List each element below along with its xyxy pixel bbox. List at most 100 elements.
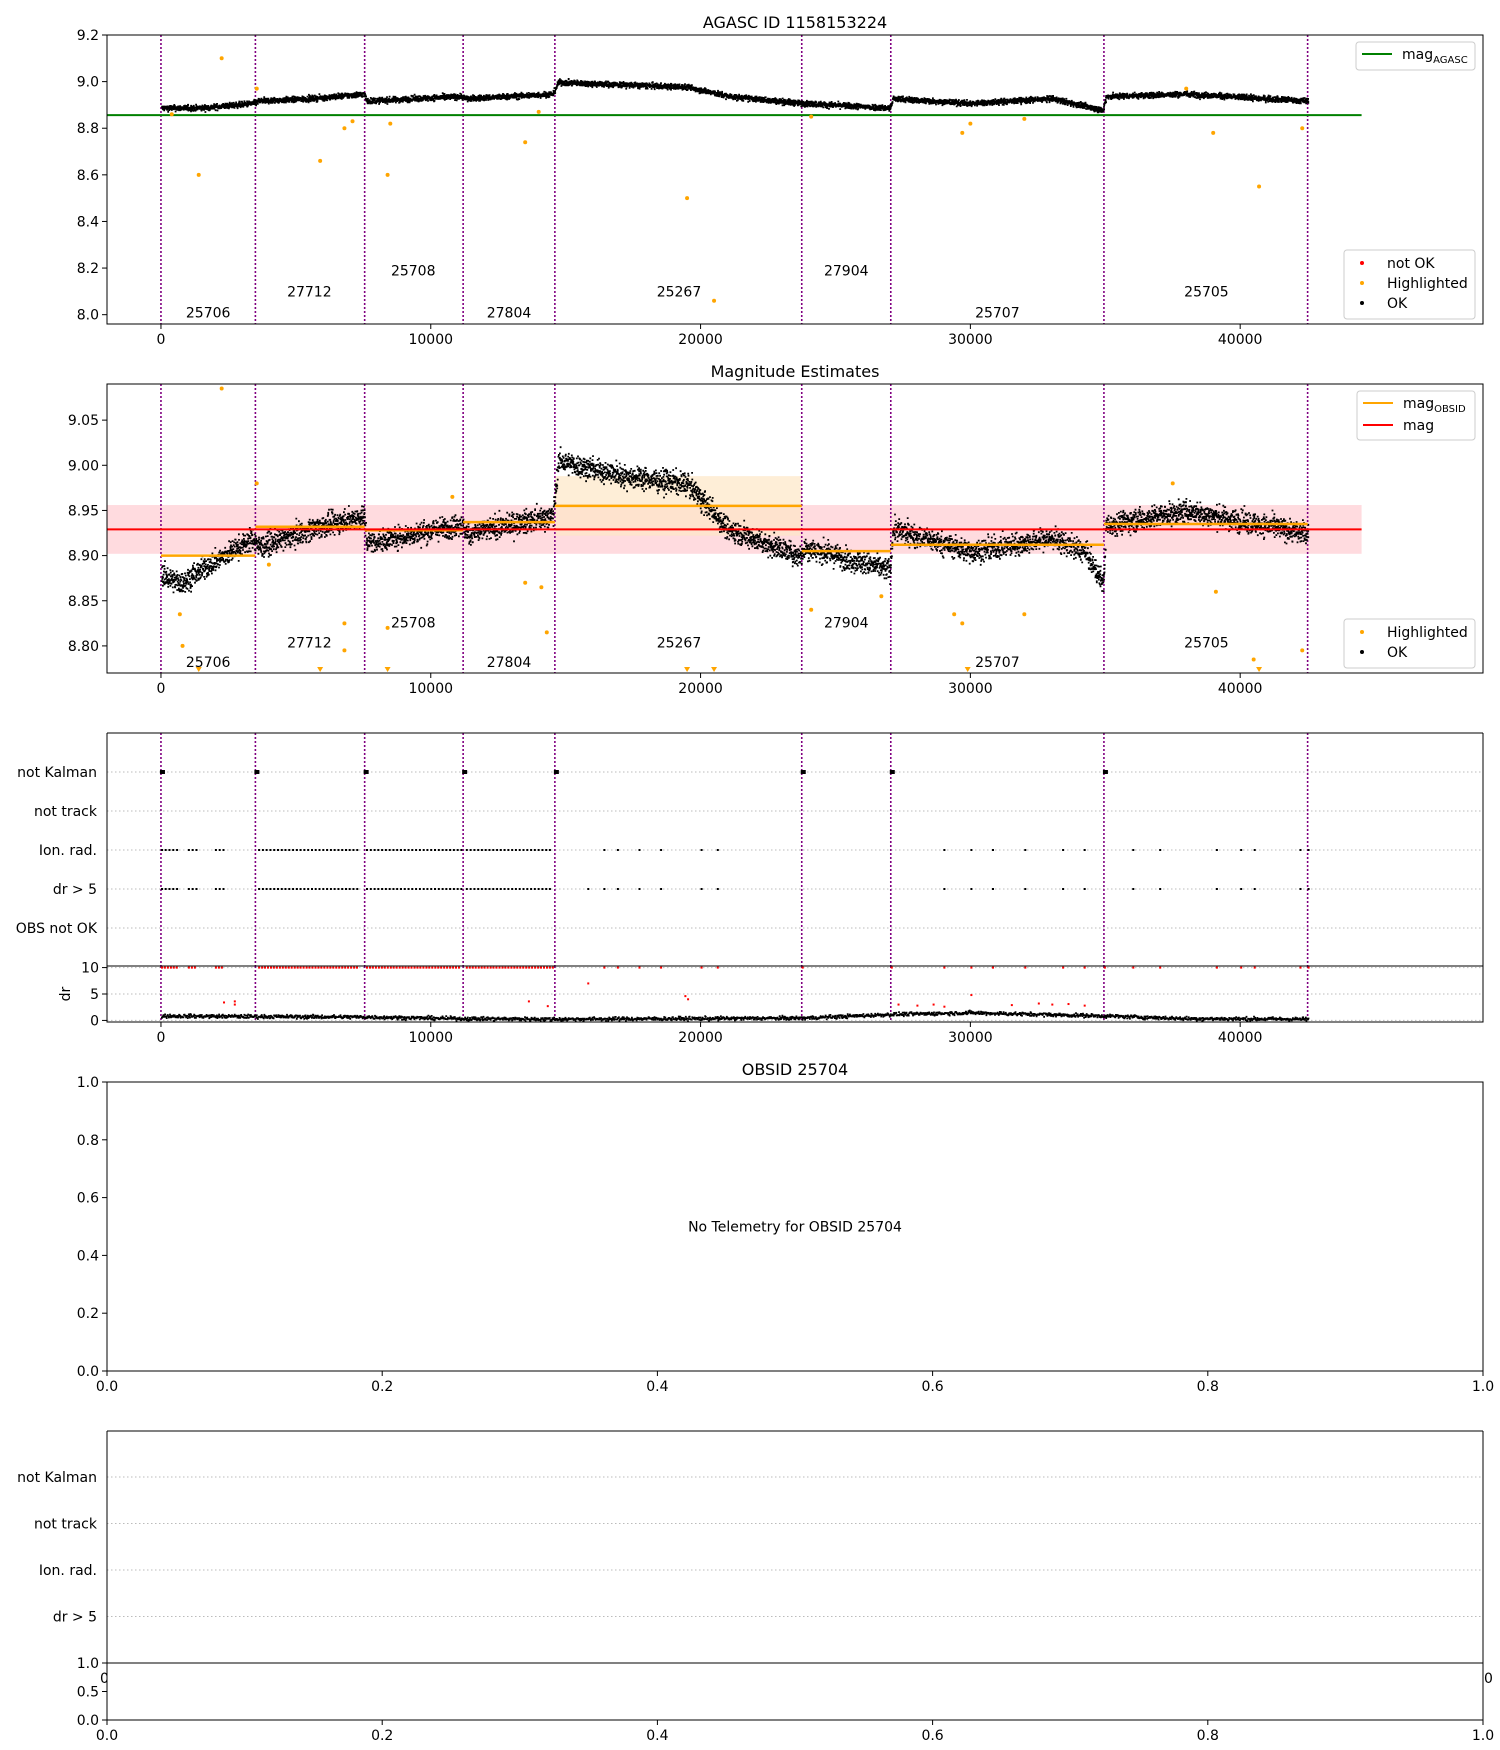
flag-not-kalman — [363, 770, 369, 774]
highlighted-point — [342, 648, 347, 653]
dr-red-point — [897, 1003, 900, 1006]
obsid-label: 27712 — [287, 635, 332, 651]
clipped-tick-label: 0 — [100, 1671, 109, 1687]
obsid-label: 25267 — [657, 635, 702, 651]
dr-red-point — [684, 995, 687, 998]
flag-not-kalman — [254, 770, 260, 774]
obsid-label: 27904 — [824, 615, 869, 631]
flag-category-label: not track — [34, 804, 98, 820]
flag-not-kalman — [1102, 770, 1108, 774]
highlighted-point — [1213, 589, 1218, 594]
dr-red-point — [943, 1005, 946, 1008]
legend-line-label: mag — [1403, 418, 1434, 434]
highlighted-points — [177, 386, 1305, 672]
flags-panel: not Kalman not track Ion. rad. dr > 5 OBS no… — [16, 732, 1484, 966]
chart-title: AGASC ID 1158153224 — [703, 13, 887, 32]
out-of-range-marker — [1256, 667, 1263, 672]
x-tick-label: 20000 — [678, 681, 723, 697]
x-tick-label: 20000 — [678, 1030, 723, 1046]
legend-point-label: OK — [1387, 296, 1408, 312]
legend-box — [1355, 41, 1476, 71]
x-tick-label: 0.2 — [371, 1728, 393, 1744]
highlighted-point — [960, 130, 965, 135]
dr-red-point — [546, 1005, 549, 1008]
highlighted-point — [254, 86, 259, 91]
highlighted-point — [180, 643, 185, 648]
highlighted-point — [536, 109, 541, 114]
out-of-range-marker — [684, 667, 691, 672]
dr-red-point — [527, 1000, 530, 1003]
y-tick-label: 8.90 — [68, 549, 99, 565]
dr2-axes-frame — [106, 1662, 1484, 1721]
y-tick-label: 0.0 — [77, 1713, 99, 1729]
highlighted-point — [385, 172, 390, 177]
legend-points: Highlighted OK — [1343, 618, 1476, 669]
highlighted-point — [685, 196, 690, 201]
dr-red-point — [587, 982, 590, 985]
obsid-label: 25705 — [1184, 284, 1229, 300]
highlighted-point — [1184, 86, 1189, 91]
flag-not-kalman — [462, 770, 468, 774]
highlighted-point — [960, 621, 965, 626]
legend-line-label: magAGASC — [1402, 47, 1468, 66]
x-tick-label: 10000 — [408, 332, 453, 348]
ok-points — [161, 78, 1310, 114]
legend-point-swatch — [1360, 650, 1364, 654]
y-tick-label: 9.05 — [68, 413, 99, 429]
obsid-label: 25708 — [391, 263, 436, 279]
legend-line-label: magOBSID — [1403, 396, 1466, 415]
x-tick-label: 0.0 — [96, 1379, 118, 1395]
flag-not-kalman — [800, 770, 806, 774]
legend-label-main: mag — [1403, 396, 1434, 412]
x-tick-label: 40000 — [1218, 1030, 1263, 1046]
highlighted-point — [266, 562, 271, 567]
highlighted-point — [219, 386, 224, 391]
dr-panel: 0 10000 20000 30000 40000 0 5 10 dr — [58, 961, 1483, 1046]
y-tick-label: 0.2 — [77, 1306, 99, 1322]
y-tick-label: 9.2 — [77, 28, 99, 44]
highlighted-point — [879, 594, 884, 599]
dr-capped-points — [161, 966, 1310, 969]
flag-category-label: dr > 5 — [53, 882, 97, 898]
legend-label-main: mag — [1402, 47, 1433, 63]
x-tick-label: 10000 — [408, 1030, 453, 1046]
y-tick-label: 0 — [90, 1013, 99, 1029]
x-tick-label: 0.0 — [96, 1728, 118, 1744]
legend-label-sub: OBSID — [1434, 404, 1466, 415]
highlighted-point — [388, 121, 393, 126]
highlighted-points — [169, 56, 1305, 303]
x-tick-label: 0 — [156, 1030, 165, 1046]
highlighted-point — [385, 625, 390, 630]
highlighted-point — [1300, 648, 1305, 653]
out-of-range-marker — [317, 667, 324, 672]
highlighted-point — [809, 607, 814, 612]
highlighted-point — [968, 121, 973, 126]
highlighted-point — [1251, 657, 1256, 662]
highlighted-point — [1022, 612, 1027, 617]
obsid-label: 25708 — [391, 615, 436, 631]
highlighted-point — [177, 612, 182, 617]
highlighted-point — [809, 114, 814, 119]
dr-red-point — [970, 994, 973, 997]
y-tick-label: 0.8 — [77, 1133, 99, 1149]
magest-panel: 25706 27712 25708 27804 25267 27904 25707 25705… — [68, 362, 1476, 697]
dr-red-point — [233, 1000, 236, 1003]
x-tick-label: 30000 — [948, 681, 993, 697]
x-tick-label: 0 — [156, 681, 165, 697]
magest-axes-frame — [106, 383, 1484, 674]
dr-red-point — [687, 998, 690, 1001]
out-of-range-marker — [195, 667, 202, 672]
chart-title: OBSID 25704 — [742, 1060, 848, 1079]
y-tick-label: 1.0 — [77, 1656, 99, 1672]
highlighted-point — [539, 585, 544, 590]
flag-not-kalman — [889, 770, 895, 774]
obsid-axes-frame — [106, 1081, 1484, 1372]
obsid-label: 25705 — [1184, 635, 1229, 651]
legend-point-swatch — [1360, 281, 1364, 285]
highlighted-point — [712, 298, 717, 303]
x-tick-label: 0.6 — [921, 1379, 943, 1395]
no-telemetry-message: No Telemetry for OBSID 25704 — [688, 1220, 902, 1236]
y-tick-label: 8.0 — [77, 308, 99, 324]
dr-axis-label: dr — [58, 986, 74, 1001]
y-tick-label: 10 — [81, 961, 99, 977]
